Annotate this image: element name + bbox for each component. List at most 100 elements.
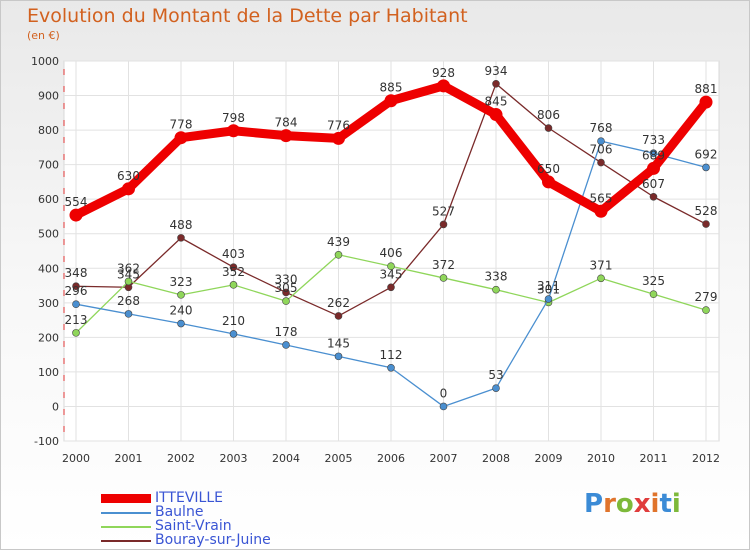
data-point bbox=[334, 251, 343, 259]
x-tick-label: 2006 bbox=[377, 452, 405, 465]
data-label: 706 bbox=[590, 143, 613, 157]
data-point bbox=[387, 262, 395, 271]
data-point bbox=[439, 402, 448, 411]
data-label: 768 bbox=[590, 121, 613, 135]
data-label: 928 bbox=[432, 66, 455, 80]
data-label: 348 bbox=[65, 266, 88, 280]
data-label: 689 bbox=[642, 148, 665, 162]
data-label: 330 bbox=[275, 272, 298, 286]
data-point bbox=[384, 94, 398, 108]
data-label: 372 bbox=[432, 258, 455, 272]
data-point bbox=[489, 108, 503, 122]
data-label: 565 bbox=[590, 191, 613, 205]
data-point bbox=[334, 312, 343, 320]
data-label: 323 bbox=[170, 275, 193, 289]
data-label: 692 bbox=[695, 147, 718, 161]
chart-title: Evolution du Montant de la Dette par Hab… bbox=[27, 5, 468, 27]
data-label: 806 bbox=[537, 108, 560, 122]
data-label: 439 bbox=[327, 235, 350, 249]
logo-letter: r bbox=[603, 489, 616, 519]
data-point bbox=[544, 124, 553, 132]
data-point bbox=[492, 285, 500, 294]
data-label: 403 bbox=[222, 247, 245, 261]
data-label: 778 bbox=[170, 118, 193, 132]
legend-label: Bouray-sur-Juine bbox=[155, 532, 271, 548]
y-tick-label: -100 bbox=[34, 435, 59, 448]
data-point bbox=[702, 163, 710, 172]
x-tick-label: 2007 bbox=[430, 452, 458, 465]
data-label: 528 bbox=[695, 204, 718, 218]
y-tick-label: 1000 bbox=[31, 55, 59, 68]
logo-letter: i bbox=[650, 489, 660, 519]
data-label: 210 bbox=[222, 314, 245, 328]
data-point bbox=[439, 220, 448, 229]
logo-letter: t bbox=[659, 489, 672, 519]
data-point bbox=[282, 288, 290, 297]
data-label: 527 bbox=[432, 204, 455, 218]
data-point bbox=[177, 234, 185, 242]
y-tick-label: 800 bbox=[38, 124, 59, 137]
legend-swatch bbox=[101, 494, 151, 503]
data-label: 0 bbox=[440, 386, 448, 400]
data-point bbox=[282, 341, 290, 349]
y-tick-label: 400 bbox=[38, 262, 59, 275]
data-point bbox=[387, 363, 395, 372]
y-tick-label: 100 bbox=[38, 366, 59, 379]
y-tick-label: 700 bbox=[38, 159, 59, 172]
data-point bbox=[227, 124, 240, 138]
data-label: 630 bbox=[117, 169, 140, 183]
legend-label: Baulne bbox=[155, 504, 204, 520]
data-label: 934 bbox=[485, 64, 508, 78]
data-point bbox=[544, 295, 553, 303]
data-label: 262 bbox=[327, 296, 350, 310]
data-point bbox=[72, 300, 80, 309]
data-point bbox=[282, 297, 290, 305]
y-tick-label: 300 bbox=[38, 297, 59, 310]
data-label: 776 bbox=[327, 118, 350, 132]
logo-letter: o bbox=[615, 489, 634, 519]
data-point bbox=[597, 274, 605, 283]
data-label: 112 bbox=[380, 348, 403, 362]
x-tick-label: 2005 bbox=[325, 452, 353, 465]
x-tick-label: 2004 bbox=[272, 452, 300, 465]
data-point bbox=[647, 161, 660, 175]
data-label: 488 bbox=[170, 218, 193, 232]
data-label: 178 bbox=[275, 325, 298, 339]
data-label: 296 bbox=[65, 284, 88, 298]
legend-swatch bbox=[101, 526, 151, 528]
data-label: 881 bbox=[695, 82, 718, 96]
data-label: 345 bbox=[380, 267, 403, 281]
data-label: 352 bbox=[222, 265, 245, 279]
data-label: 301 bbox=[537, 282, 560, 296]
data-point bbox=[542, 175, 555, 189]
data-point bbox=[437, 79, 450, 93]
x-tick-label: 2001 bbox=[115, 452, 143, 465]
data-point bbox=[649, 290, 658, 298]
data-label: 311 bbox=[537, 279, 560, 293]
data-point bbox=[649, 192, 658, 201]
x-tick-label: 2009 bbox=[535, 452, 563, 465]
data-label: 371 bbox=[590, 258, 613, 272]
data-point bbox=[69, 208, 83, 222]
y-tick-label: 600 bbox=[38, 193, 59, 206]
x-tick-label: 2003 bbox=[220, 452, 248, 465]
data-point bbox=[439, 274, 448, 282]
x-tick-label: 2010 bbox=[587, 452, 615, 465]
data-label: 798 bbox=[222, 111, 245, 125]
data-label: 406 bbox=[380, 246, 403, 260]
data-label: 784 bbox=[275, 116, 298, 130]
data-label: 845 bbox=[485, 95, 508, 109]
data-label: 554 bbox=[65, 195, 88, 209]
data-point bbox=[174, 131, 188, 145]
data-point bbox=[597, 137, 605, 145]
chart-subtitle: (en €) bbox=[27, 29, 60, 42]
data-label: 650 bbox=[537, 162, 560, 176]
data-point bbox=[702, 220, 710, 228]
data-label: 362 bbox=[117, 261, 140, 275]
legend-label: Saint-Vrain bbox=[155, 518, 232, 534]
data-label: 325 bbox=[642, 274, 665, 288]
logo-letter: x bbox=[633, 489, 651, 519]
x-tick-label: 2012 bbox=[692, 452, 720, 465]
data-label: 305 bbox=[275, 281, 298, 295]
